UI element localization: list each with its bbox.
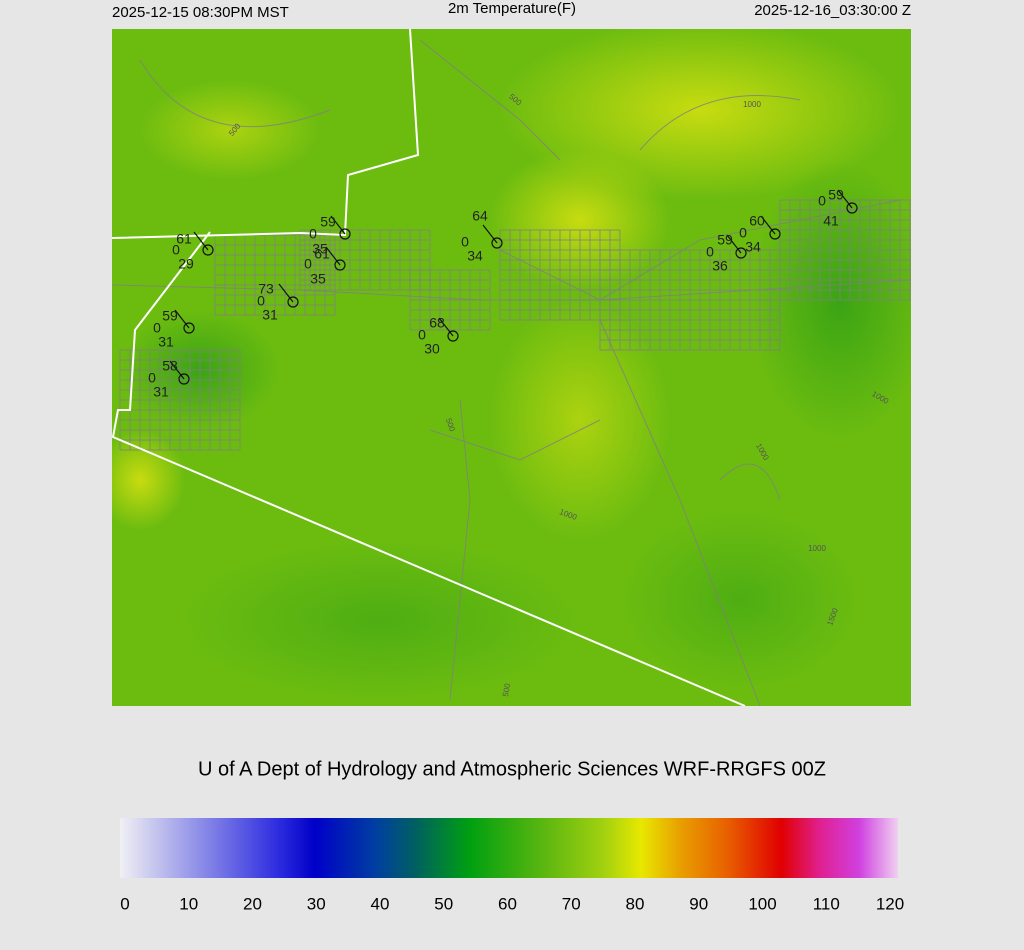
station-marker <box>178 373 190 385</box>
station-marker <box>183 322 195 334</box>
wind-barb <box>837 189 853 209</box>
credit: U of A Dept of Hydrology and Atmospheric… <box>198 758 826 780</box>
station-marker <box>202 244 214 256</box>
station-cloud: 0 <box>153 320 161 336</box>
station-dewpoint: 36 <box>712 258 728 274</box>
station-cloud: 0 <box>706 244 714 260</box>
station-marker <box>491 237 503 249</box>
station-dewpoint: 41 <box>823 213 839 229</box>
station-dewpoint: 31 <box>158 334 174 350</box>
station-temperature: 61 <box>314 246 330 262</box>
colorbar-tick-label: 100 <box>748 894 776 913</box>
station-temperature: 59 <box>828 187 844 203</box>
border <box>112 29 420 239</box>
station-marker <box>769 228 781 240</box>
colorbar-tick-label: 10 <box>179 894 198 913</box>
road <box>419 39 761 706</box>
station-temperature: 58 <box>162 358 178 374</box>
station-cloud: 0 <box>818 193 826 209</box>
station-dewpoint: 30 <box>424 341 440 357</box>
colorbar-tick-label: 50 <box>434 894 453 913</box>
wind-barb <box>330 215 346 235</box>
station-marker <box>334 259 346 271</box>
warm-area <box>490 150 670 290</box>
colorbar-tick-label: 90 <box>689 894 708 913</box>
cool-area <box>620 510 860 690</box>
colorbar-tick-label: 120 <box>876 894 904 913</box>
station-dewpoint: 34 <box>745 239 761 255</box>
contour-label: 1000 <box>808 544 826 553</box>
warm-area <box>490 300 670 540</box>
wind-barb <box>169 360 185 380</box>
station-marker <box>447 330 459 342</box>
wind-barb <box>482 224 498 244</box>
station-cloud: 0 <box>309 226 317 242</box>
station-marker <box>287 296 299 308</box>
station-dewpoint: 31 <box>153 384 169 400</box>
contour-label: 1000 <box>743 100 761 109</box>
station-cloud: 0 <box>172 242 180 258</box>
station-marker <box>339 228 351 240</box>
station-cloud: 0 <box>257 293 265 309</box>
station-dewpoint: 31 <box>262 307 278 323</box>
colorbar-tick-label: 60 <box>498 894 517 913</box>
colorbar-tick-label: 110 <box>813 894 840 913</box>
station-temperature: 61 <box>176 231 192 247</box>
colorbar-tick-label: 40 <box>371 894 390 913</box>
colorbar-tick-label: 30 <box>307 894 326 913</box>
contour-label: 500 <box>444 417 457 433</box>
station-cloud: 0 <box>739 225 747 241</box>
wind-barb <box>174 309 190 329</box>
map-title: 2m Temperature(F) <box>448 0 576 17</box>
station-dewpoint: 35 <box>310 271 326 287</box>
station-temperature: 59 <box>320 214 336 230</box>
contour-line <box>139 59 801 501</box>
station-dewpoint: 29 <box>178 256 194 272</box>
station-temperature: 60 <box>749 213 765 229</box>
station-dewpoint: 35 <box>312 241 328 257</box>
colorbar-tick-label: 0 <box>120 894 129 913</box>
colorbar-tick-label: 80 <box>626 894 645 913</box>
station-cloud: 0 <box>304 256 312 272</box>
wind-barb <box>193 231 209 251</box>
warm-area <box>140 80 320 180</box>
wind-barb <box>278 283 294 303</box>
station-temperature: 73 <box>258 281 274 297</box>
wind-barb <box>438 317 454 337</box>
colorbar-tick-label: 20 <box>243 894 262 913</box>
valid-local-time: 2025-12-15 08:30PM MST <box>112 4 289 21</box>
station-cloud: 0 <box>461 234 469 250</box>
valid-utc-time: 2025-12-16_03:30:00 Z <box>754 2 911 19</box>
station-temperature: 68 <box>429 315 445 331</box>
wind-barb <box>325 246 341 266</box>
cool-area <box>180 540 580 700</box>
contour-label: 500 <box>501 682 512 697</box>
colorbar-tick-label: 70 <box>562 894 581 913</box>
station-temperature: 59 <box>162 308 178 324</box>
station-cloud: 0 <box>148 370 156 386</box>
station-cloud: 0 <box>418 327 426 343</box>
wind-barb <box>760 215 776 235</box>
station-temperature: 59 <box>717 232 733 248</box>
wind-barb <box>726 234 742 254</box>
station-marker <box>846 202 858 214</box>
warm-area <box>112 430 185 530</box>
border <box>112 231 746 706</box>
station-marker <box>735 247 747 259</box>
station-temperature: 64 <box>472 208 488 224</box>
colorbar <box>120 818 898 878</box>
map <box>112 29 911 706</box>
station-dewpoint: 34 <box>467 248 483 264</box>
